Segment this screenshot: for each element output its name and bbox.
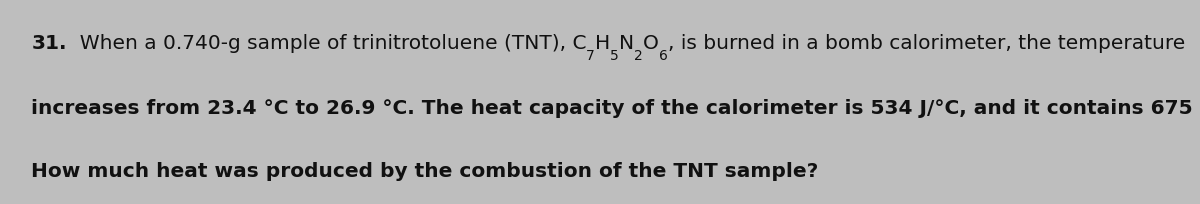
Text: 7: 7 — [586, 49, 595, 63]
Text: When a 0.740-g sample of trinitrotoluene (TNT), C: When a 0.740-g sample of trinitrotoluene… — [67, 34, 587, 53]
Text: How much heat was produced by the combustion of the TNT sample?: How much heat was produced by the combus… — [31, 162, 818, 182]
Text: , is burned in a bomb calorimeter, the temperature: , is burned in a bomb calorimeter, the t… — [667, 34, 1184, 53]
Text: 6: 6 — [659, 49, 667, 63]
Text: H: H — [595, 34, 610, 53]
Text: 31.: 31. — [31, 34, 67, 53]
Text: 5: 5 — [610, 49, 619, 63]
Text: 2: 2 — [634, 49, 643, 63]
Text: increases from 23.4 °C to 26.9 °C. The heat capacity of the calorimeter is 534 J: increases from 23.4 °C to 26.9 °C. The h… — [31, 99, 1200, 118]
Text: O: O — [643, 34, 659, 53]
Text: N: N — [619, 34, 634, 53]
